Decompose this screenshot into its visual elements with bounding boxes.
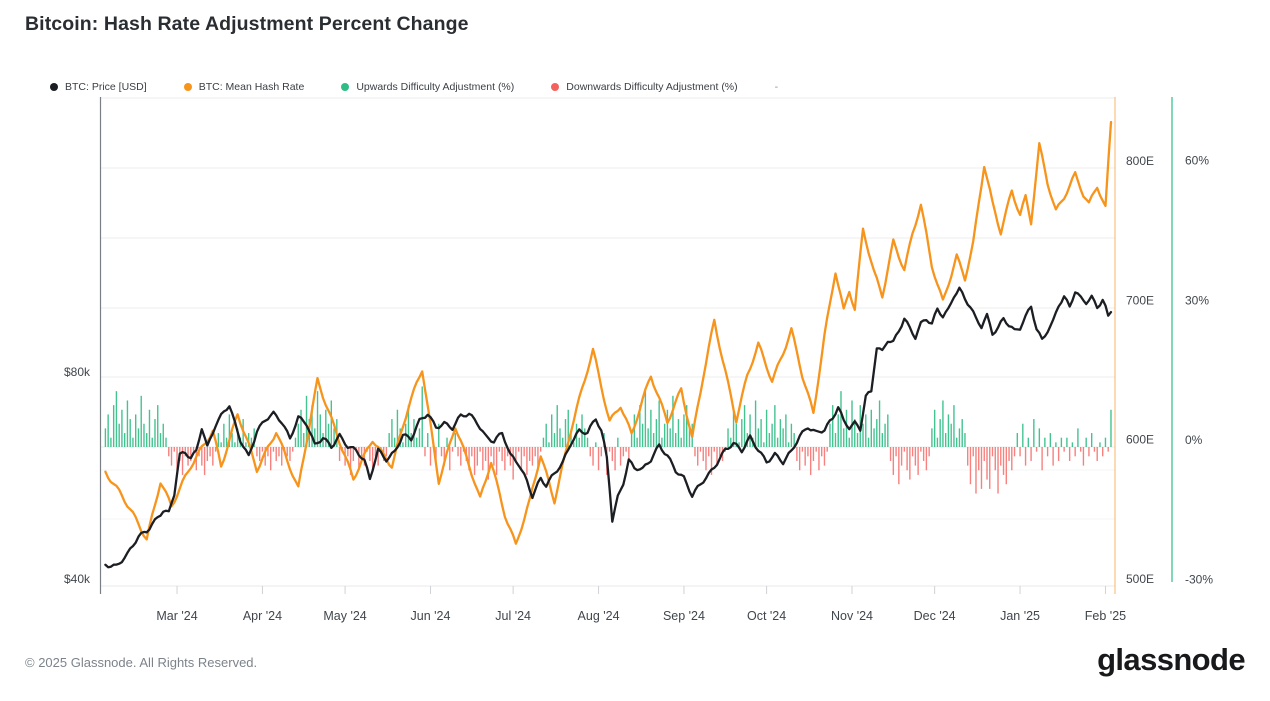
x-tick-label: Feb '25	[1085, 609, 1126, 623]
legend-item-label: -	[774, 81, 779, 93]
copyright-text: © 2025 Glassnode. All Rights Reserved.	[25, 655, 258, 670]
legend-item-label: BTC: Price [USD]	[65, 81, 147, 93]
legend-item-extra[interactable]: -	[775, 81, 779, 93]
hash-tick-label: 500E	[1126, 572, 1154, 586]
legend-item-upwards-difficulty-adjustment[interactable]: Upwards Difficulty Adjustment (%)	[341, 81, 514, 93]
hash-tick-label: 600E	[1126, 433, 1154, 447]
pct-tick-label: -30%	[1185, 573, 1213, 587]
x-tick-label: Aug '24	[578, 609, 620, 623]
legend-item-label: BTC: Mean Hash Rate	[198, 81, 305, 93]
hash-tick-label: 800E	[1126, 154, 1154, 168]
price-line[interactable]	[104, 286, 1113, 569]
legend-swatch-icon	[341, 83, 350, 91]
legend-item-label: Upwards Difficulty Adjustment (%)	[356, 81, 515, 93]
legend-swatch-icon	[50, 83, 58, 91]
pct-tick-label: 60%	[1185, 154, 1209, 168]
legend-swatch-icon	[183, 83, 192, 91]
price-tick-label: $40k	[64, 572, 91, 586]
hash-rate-line[interactable]	[104, 120, 1113, 545]
legend-item-label: Downwards Difficulty Adjustment (%)	[566, 81, 738, 93]
legend-item-btc-mean-hash-rate[interactable]: BTC: Mean Hash Rate	[183, 81, 305, 93]
x-tick-label: Oct '24	[747, 609, 786, 623]
glassnode-logo: glassnode	[1097, 642, 1246, 677]
x-tick-label: May '24	[323, 609, 366, 623]
x-tick-label: Dec '24	[914, 609, 956, 623]
x-tick-label: Sep '24	[663, 609, 705, 623]
x-tick-label: Jul '24	[495, 609, 531, 623]
x-tick-label: Mar '24	[156, 609, 197, 623]
x-tick-label: Apr '24	[243, 609, 282, 623]
hash-tick-label: 700E	[1126, 293, 1154, 307]
legend-item-downwards-difficulty-adjustment[interactable]: Downwards Difficulty Adjustment (%)	[551, 81, 738, 93]
legend-swatch-icon	[551, 83, 560, 91]
x-tick-label: Nov '24	[831, 609, 873, 623]
chart-legend: BTC: Price [USD] BTC: Mean Hash Rate Upwar…	[50, 80, 778, 94]
pct-tick-label: 30%	[1185, 293, 1209, 307]
pct-tick-label: 0%	[1185, 433, 1203, 447]
legend-item-btc-price-usd[interactable]: BTC: Price [USD]	[50, 81, 147, 93]
price-tick-label: $80k	[64, 365, 91, 379]
x-tick-label: Jun '24	[411, 609, 451, 623]
x-tick-label: Jan '25	[1000, 609, 1040, 623]
page-title: Bitcoin: Hash Rate Adjustment Percent Ch…	[25, 13, 469, 35]
